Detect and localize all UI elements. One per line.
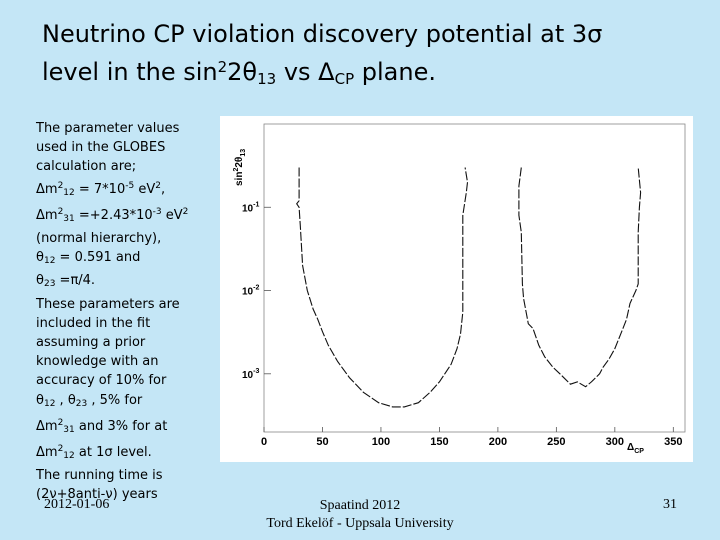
desc-line: These parameters are [36, 296, 180, 312]
cp-discovery-curve-1 [296, 167, 469, 408]
chart-svg: 10-1 10-2 10-3 0 50 100 150 200 250 300 350 sin22… [233, 123, 686, 455]
x-tick-label: 300 [606, 436, 624, 448]
x-tick-label: 100 [372, 436, 390, 448]
x-axis-label: ΔCP [627, 442, 644, 455]
desc-line: used in the GLOBES [36, 140, 166, 156]
x-tick-label: 250 [547, 436, 565, 448]
x-tick-label: 350 [664, 436, 682, 448]
x-tick-label: 200 [489, 436, 507, 448]
desc-line: θ12 = 0.591 and [36, 250, 141, 267]
desc-line: Δm231 and 3% for at [36, 417, 168, 435]
x-tick-label: 150 [430, 436, 448, 448]
x-tick-label: 0 [261, 436, 267, 448]
desc-line: Δm231 =+2.43*10-3 eV2 [36, 206, 189, 224]
desc-line: knowledge with an [36, 354, 159, 370]
desc-line: The running time is [36, 468, 163, 484]
desc-line: accuracy of 10% for [36, 373, 167, 389]
discovery-potential-chart: 10-1 10-2 10-3 0 50 100 150 200 250 300 350 sin22… [220, 116, 693, 462]
y-axis-label: sin22θ13 [233, 149, 247, 186]
y-tick-label: 10-2 [242, 285, 259, 298]
desc-line: (normal hierarchy), [36, 231, 162, 247]
title-line-1: Neutrino CP violation discovery potentia… [42, 20, 603, 48]
slide-title: Neutrino CP violation discovery potentia… [42, 18, 682, 96]
footer-author: Tord Ekelöf - Uppsala University [266, 516, 454, 531]
title-line-2: level in the sin22θ13 vs ΔCP plane. [42, 58, 436, 88]
x-tick-label: 50 [316, 436, 328, 448]
desc-line: θ23 =π/4. [36, 273, 96, 290]
desc-line: Δm212 at 1σ level. [36, 444, 152, 462]
y-tick-label: 10-1 [242, 201, 259, 214]
plot-frame [263, 123, 686, 433]
footer-date: 2012-01-06 [44, 497, 110, 512]
desc-line: included in the fit [36, 315, 151, 331]
footer-event: Spaatind 2012 Tord Ekelöf - Uppsala Univ… [240, 497, 480, 533]
desc-line: assuming a prior [36, 335, 146, 351]
cp-discovery-curve-2 [518, 167, 642, 388]
footer-page-number: 31 [663, 497, 677, 512]
desc-line: calculation are; [36, 159, 137, 175]
footer-event-name: Spaatind 2012 [319, 498, 401, 513]
desc-line: θ12 , θ23 , 5% for [36, 392, 143, 409]
y-tick-label: 10-3 [242, 368, 259, 381]
desc-line: Δm212 = 7*10-5 eV2, [36, 180, 166, 198]
desc-line: The parameter values [36, 121, 180, 136]
desc-line: (2ν+8anti-ν) years [36, 487, 158, 503]
parameter-description: The parameter values used in the GLOBES … [36, 119, 216, 505]
